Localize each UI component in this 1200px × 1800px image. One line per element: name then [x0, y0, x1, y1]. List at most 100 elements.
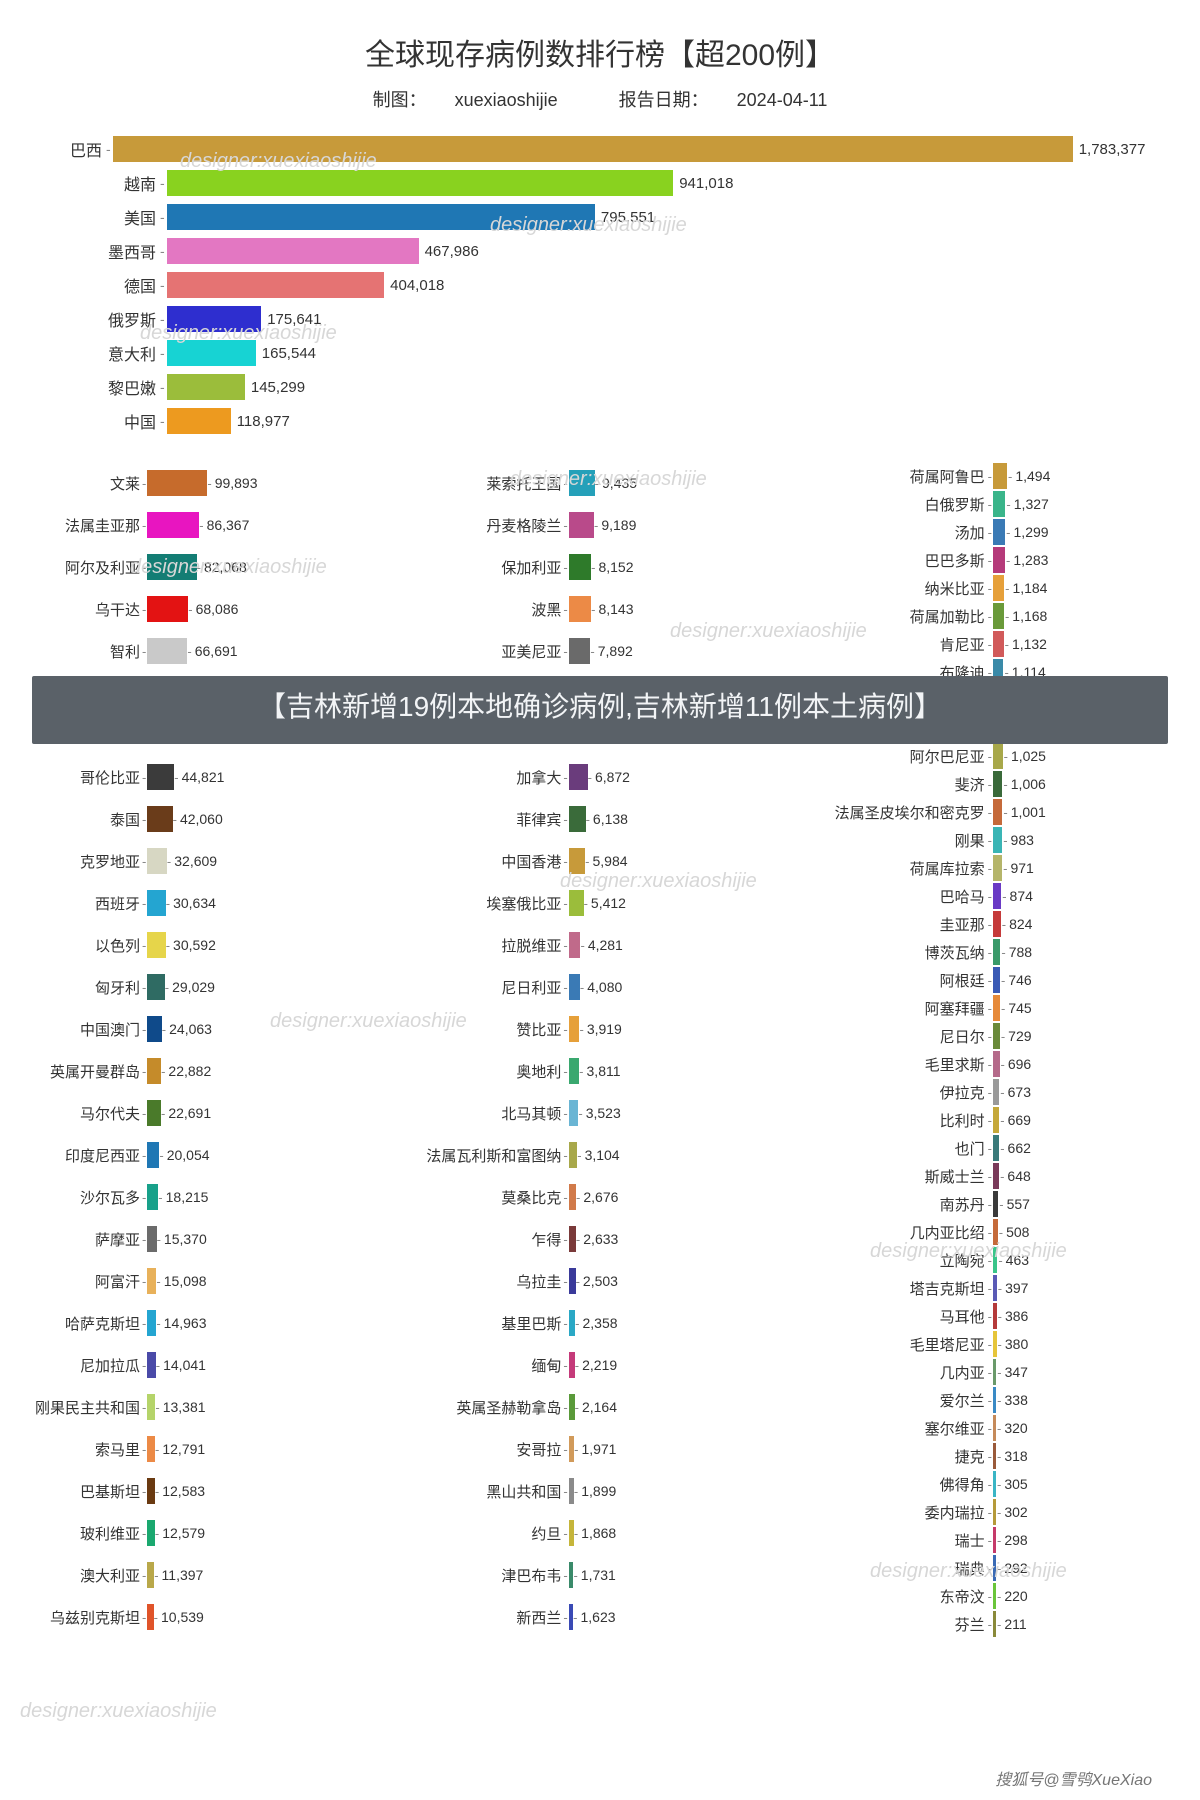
bar-value: 983 [1011, 832, 1034, 848]
value-sep: - [1001, 1029, 1005, 1044]
bar-value: 347 [1005, 1364, 1028, 1380]
bar-label: 斐济 [807, 774, 987, 795]
value-sep: - [579, 1022, 583, 1037]
bar [993, 855, 1002, 881]
bar [993, 883, 1001, 909]
bar [147, 1184, 158, 1210]
axis-tick: - [142, 1568, 146, 1583]
bar-label: 南苏丹 [807, 1194, 987, 1215]
axis-tick: - [988, 777, 992, 792]
bar-value: 292 [1004, 1560, 1027, 1576]
bar-value: 1,132 [1012, 636, 1047, 652]
bar [993, 1275, 997, 1301]
bar [167, 340, 256, 366]
bar-row: 黑山共和国--1,899 [413, 1470, 786, 1512]
value-sep: - [575, 1316, 579, 1331]
bar [993, 1135, 999, 1161]
axis-tick: - [106, 141, 111, 157]
axis-tick: - [988, 637, 992, 652]
bar-value: 305 [1004, 1476, 1027, 1492]
bar-row: 克罗地亚--32,609 [20, 840, 393, 882]
bar [993, 743, 1003, 769]
bar-value: 68,086 [196, 601, 239, 617]
column-1: 文莱--99,893法属圭亚那--86,367阿尔及利亚--82,068乌干达-… [20, 462, 393, 1638]
top-bar-row: 美国-795,551 [70, 200, 1130, 234]
value-sep: - [998, 1309, 1002, 1324]
axis-tick: - [563, 1484, 567, 1499]
bar [147, 1520, 155, 1546]
axis-tick: - [988, 469, 992, 484]
axis-tick: - [142, 1610, 146, 1625]
bar-value: 673 [1008, 1084, 1031, 1100]
axis-tick: - [988, 1057, 992, 1072]
bar-row: 阿塞拜疆--745 [807, 994, 1180, 1022]
bar-label: 玻利维亚 [20, 1523, 142, 1544]
axis-tick: - [142, 644, 146, 659]
bar-value: 29,029 [172, 979, 215, 995]
axis-tick: - [563, 602, 567, 617]
author-label: 制图：xuexiaoshijie [359, 90, 572, 110]
bar-value: 788 [1009, 944, 1032, 960]
bar-label: 匈牙利 [20, 977, 142, 998]
bar-row: 乌兹别克斯坦--10,539 [20, 1596, 393, 1638]
axis-tick: - [160, 311, 165, 327]
bar [147, 1268, 156, 1294]
value-sep: - [997, 1449, 1001, 1464]
value-sep: - [997, 1617, 1001, 1632]
bar-label: 塞尔维亚 [807, 1418, 987, 1439]
bar [993, 463, 1007, 489]
bar-row: 奥地利--3,811 [413, 1050, 786, 1092]
bar [993, 1471, 996, 1497]
bar [147, 1436, 155, 1462]
bar [993, 491, 1005, 517]
value-sep: - [165, 980, 169, 995]
bar [993, 1079, 999, 1105]
axis-tick: - [988, 553, 992, 568]
bar-label: 亚美尼亚 [413, 641, 563, 662]
value-sep: - [161, 1064, 165, 1079]
bar-label: 新西兰 [413, 1607, 563, 1628]
bar-row: 佛得角--305 [807, 1470, 1180, 1498]
value-sep: - [997, 1477, 1001, 1492]
bar-value: 1,868 [581, 1525, 616, 1541]
axis-tick: - [563, 1148, 567, 1163]
bar-row: 埃塞俄比亚--5,412 [413, 882, 786, 924]
axis-tick: - [988, 525, 992, 540]
bar [993, 1023, 1000, 1049]
bar [147, 806, 172, 832]
bar-row: 塞尔维亚--320 [807, 1414, 1180, 1442]
axis-tick: - [563, 1442, 567, 1457]
bar-row: 法属圭亚那--86,367 [20, 504, 393, 546]
bar-label: 荷属阿鲁巴 [807, 466, 987, 487]
bar-label: 印度尼西亚 [20, 1145, 142, 1166]
value-sep: - [1001, 1001, 1005, 1016]
bar-label: 巴哈马 [807, 886, 987, 907]
axis-tick: - [988, 1337, 992, 1352]
bar-value: 165,544 [262, 345, 316, 362]
value-sep: - [595, 476, 599, 491]
bar-value: 7,892 [598, 643, 633, 659]
top-bar-row: 越南-941,018 [70, 166, 1130, 200]
bar-value: 8,152 [598, 559, 633, 575]
bar-row: 赞比亚--3,919 [413, 1008, 786, 1050]
bar-row: 亚美尼亚--7,892 [413, 630, 786, 672]
bar-value: 18,215 [166, 1189, 209, 1205]
value-sep: - [1002, 889, 1006, 904]
value-sep: - [586, 812, 590, 827]
axis-tick: - [563, 1022, 567, 1037]
bar [993, 1499, 996, 1525]
bar-value: 386 [1005, 1308, 1028, 1324]
bar-value: 1,731 [581, 1567, 616, 1583]
bar-row: 文莱--99,893 [20, 462, 393, 504]
bar-value: 66,691 [195, 643, 238, 659]
value-sep: - [997, 1393, 1001, 1408]
bar-label: 黎巴嫩 [70, 375, 160, 399]
bar-value: 4,080 [587, 979, 622, 995]
bar-label: 毛里塔尼亚 [807, 1334, 987, 1355]
value-sep: - [1000, 1169, 1004, 1184]
bar-label: 北马其顿 [413, 1103, 563, 1124]
bar-row: 阿尔及利亚--82,068 [20, 546, 393, 588]
bar [569, 974, 580, 1000]
bar [993, 519, 1005, 545]
bar-value: 662 [1008, 1140, 1031, 1156]
